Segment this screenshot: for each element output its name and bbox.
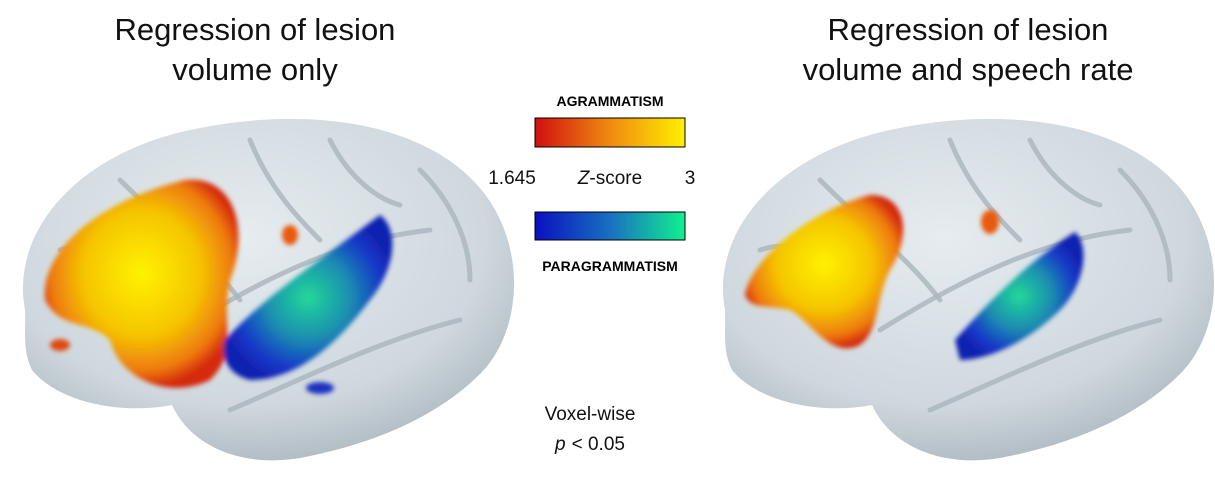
color-legend: AGRAMMATISM 1.645 Z-score 3 PARAGRAMMATI… [488, 93, 695, 274]
p-value: < 0.05 [572, 434, 625, 455]
figure: Regression of lesion volume only Regress… [0, 0, 1215, 477]
threshold-note: Voxel-wise p < 0.05 [545, 404, 636, 455]
panel-title: Regression of lesion [115, 12, 396, 47]
panel-title: volume only [172, 52, 338, 87]
axis-rest: -score [589, 168, 642, 189]
colorbar-min: 1.645 [488, 168, 536, 189]
threshold-line: p < 0.05 [554, 434, 625, 455]
threshold-line: Voxel-wise [545, 404, 636, 425]
page-body: Regression of lesion volume only Regress… [0, 0, 1215, 477]
panel-title: Regression of lesion [828, 12, 1109, 47]
left-panel: Regression of lesion volume only [23, 12, 514, 460]
panel-title: volume and speech rate [803, 52, 1134, 87]
page: Lesion regression figure {"left_panel": … [0, 0, 1215, 477]
colorbar [535, 118, 685, 147]
p-symbol: p [554, 434, 566, 455]
right-panel: Regression of lesion volume and speech r… [723, 12, 1214, 460]
colorbar-axis: Z-score [577, 168, 642, 189]
colorbar-max: 3 [685, 168, 696, 189]
legend-label: AGRAMMATISM [556, 93, 663, 109]
legend-label: PARAGRAMMATISM [542, 258, 678, 274]
colorbar [535, 212, 685, 240]
